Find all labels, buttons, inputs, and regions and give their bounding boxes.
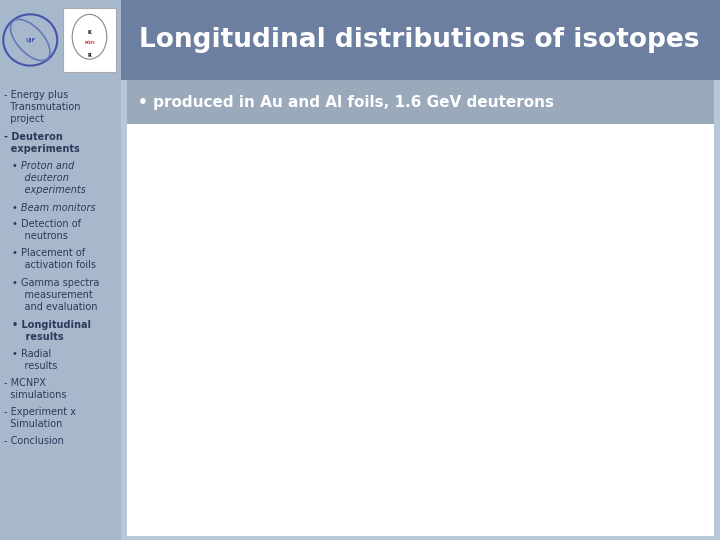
Text: • Beam monitors: • Beam monitors (12, 203, 95, 213)
FancyBboxPatch shape (0, 0, 720, 80)
FancyBboxPatch shape (127, 124, 714, 536)
Text: - Deuteron
  experiments: - Deuteron experiments (4, 132, 80, 154)
Text: • Gamma spectra
    measurement
    and evaluation: • Gamma spectra measurement and evaluati… (12, 278, 99, 312)
Text: FŐFI: FŐFI (84, 41, 95, 45)
FancyBboxPatch shape (63, 8, 116, 72)
FancyBboxPatch shape (127, 80, 714, 124)
Text: K: K (88, 30, 91, 35)
Text: • Detection of
    neutrons: • Detection of neutrons (12, 219, 81, 241)
Text: - Experiment x
  Simulation: - Experiment x Simulation (4, 407, 76, 429)
FancyBboxPatch shape (0, 80, 121, 540)
Text: • Proton and
    deuteron
    experiments: • Proton and deuteron experiments (12, 161, 86, 195)
Text: Longitudinal distributions of isotopes: Longitudinal distributions of isotopes (139, 27, 699, 53)
Text: - Conclusion: - Conclusion (4, 436, 64, 447)
FancyBboxPatch shape (0, 0, 121, 80)
Text: • Longitudinal
    results: • Longitudinal results (12, 320, 91, 342)
Text: • Radial
    results: • Radial results (12, 349, 57, 371)
Text: ÚJF: ÚJF (25, 37, 35, 43)
Text: R: R (88, 53, 91, 58)
Text: - Energy plus
  Transmutation
  project: - Energy plus Transmutation project (4, 90, 81, 124)
Text: • produced in Au and Al foils, 1.6 GeV deuterons: • produced in Au and Al foils, 1.6 GeV d… (138, 94, 554, 110)
Text: - MCNPX
  simulations: - MCNPX simulations (4, 378, 67, 400)
Text: • Placement of
    activation foils: • Placement of activation foils (12, 248, 96, 271)
